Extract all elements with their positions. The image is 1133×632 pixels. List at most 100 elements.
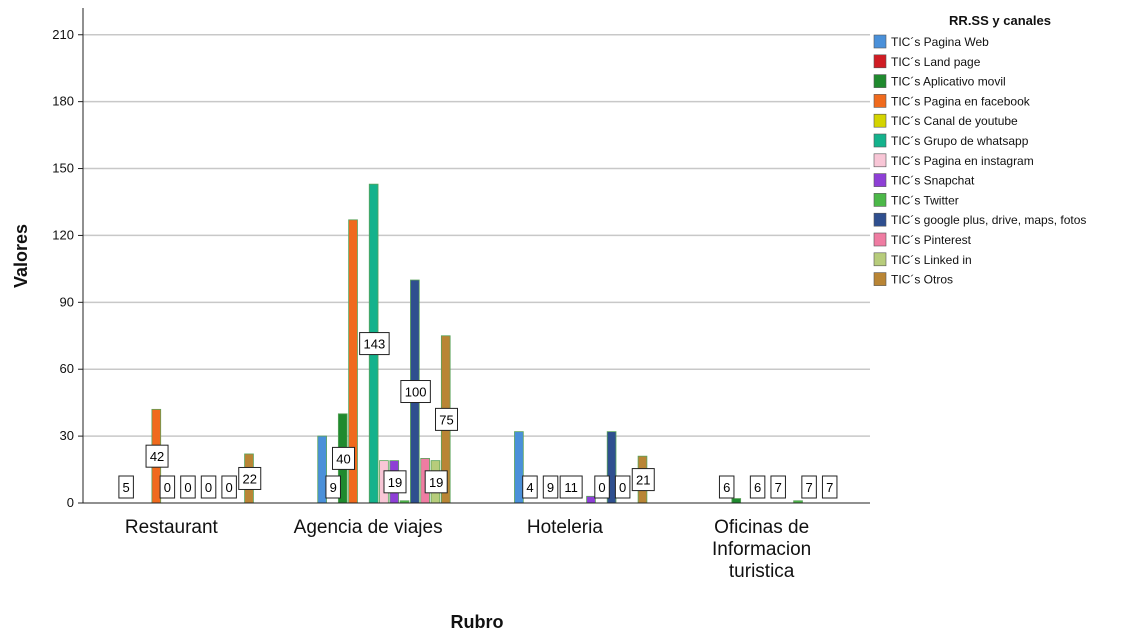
legend-swatch [873, 133, 887, 148]
svg-text:0: 0 [226, 480, 233, 495]
data-label: 0 [200, 475, 217, 499]
svg-text:9: 9 [547, 480, 554, 495]
svg-text:7: 7 [826, 480, 833, 495]
bar [731, 498, 742, 504]
data-label: 0 [594, 475, 610, 499]
legend-item: TIC´s Grupo de whatsapp [873, 133, 1029, 148]
gridlines [83, 34, 870, 437]
x-category-label: Agencia de viajes [294, 517, 443, 538]
legend-swatch [873, 54, 887, 69]
data-label: 21 [631, 468, 655, 492]
svg-text:0: 0 [205, 480, 212, 495]
data-label: 6 [718, 475, 735, 499]
legend-label: TIC´s Pagina en instagram [891, 154, 1034, 168]
svg-text:143: 143 [364, 337, 386, 352]
legend-item: TIC´s Otros [873, 272, 953, 287]
data-label: 19 [383, 470, 407, 494]
x-category-label: Restaurant [125, 517, 219, 538]
legend-label: TIC´s Snapchat [891, 174, 975, 188]
legend-swatch [873, 113, 887, 128]
y-tick-label: 180 [52, 94, 74, 109]
data-label: 75 [435, 407, 458, 431]
svg-text:0: 0 [184, 480, 191, 495]
y-tick-label: 120 [52, 227, 74, 242]
bar [586, 495, 596, 504]
legend-swatch [873, 153, 887, 168]
bar [514, 431, 524, 504]
legend-label: TIC´s Canal de youtube [891, 114, 1018, 128]
svg-text:0: 0 [619, 480, 626, 495]
svg-text:7: 7 [805, 480, 812, 495]
svg-text:0: 0 [598, 480, 605, 495]
legend-swatch [873, 193, 887, 207]
y-tick-label: 90 [60, 294, 74, 309]
legend-label: TIC´s Otros [891, 273, 953, 287]
data-label: 0 [614, 475, 631, 499]
legend-swatch [873, 94, 887, 108]
legend-swatch [873, 74, 887, 88]
x-category-label: Hoteleria [527, 517, 603, 538]
svg-text:5: 5 [123, 480, 130, 495]
svg-text:4: 4 [526, 480, 533, 495]
legend-item: TIC´s Canal de youtube [873, 113, 1018, 128]
data-label: 42 [145, 444, 169, 468]
svg-text:40: 40 [336, 451, 350, 466]
legend-label: TIC´s Aplicativo movil [891, 75, 1006, 89]
legend-item: TIC´s Pinterest [873, 232, 972, 247]
svg-text:19: 19 [429, 475, 443, 490]
data-label: 19 [424, 470, 448, 494]
data-label: 143 [359, 332, 390, 356]
data-label: 6 [749, 475, 766, 499]
legend-item: TIC´s Aplicativo movil [873, 74, 1006, 89]
legend-label: TIC´s google plus, drive, maps, fotos [891, 213, 1086, 227]
svg-text:100: 100 [405, 385, 427, 400]
legend-label: TIC´s Twitter [891, 193, 959, 207]
y-tick-label: 30 [60, 428, 74, 443]
legend-item: TIC´s Snapchat [873, 173, 975, 188]
legend-label: TIC´s Pagina en facebook [891, 94, 1031, 108]
legend-item: TIC´s Land page [873, 54, 981, 69]
legend-label: TIC´s Linked in [891, 253, 972, 267]
data-label: 9 [542, 475, 559, 499]
svg-text:6: 6 [723, 480, 730, 495]
legend-swatch [873, 272, 887, 286]
legend-swatch [873, 212, 887, 227]
legend-swatch [873, 232, 887, 247]
legend-item: TIC´s Pagina Web [873, 34, 989, 49]
legend-swatch [873, 34, 887, 49]
data-label: 4 [522, 475, 538, 499]
svg-text:11: 11 [564, 480, 578, 495]
legend-title: RR.SS y canales [949, 13, 1051, 28]
legend: RR.SS y canales TIC´s Pagina Web TIC´s Lan… [873, 13, 1086, 287]
data-label: 22 [238, 466, 262, 490]
legend-label: TIC´s Pinterest [891, 233, 972, 247]
data-label: 100 [400, 380, 431, 404]
svg-text:7: 7 [775, 480, 782, 495]
bar [317, 435, 327, 504]
data-label: 7 [770, 475, 786, 499]
svg-text:0: 0 [164, 480, 171, 495]
svg-text:19: 19 [388, 475, 402, 490]
data-label: 0 [159, 475, 176, 499]
legend-swatch [873, 252, 887, 267]
data-label: 11 [559, 475, 583, 499]
y-tick-label: 210 [52, 27, 74, 42]
data-label: 5 [118, 475, 134, 499]
legend-item: TIC´s google plus, drive, maps, fotos [873, 212, 1086, 227]
svg-text:75: 75 [439, 412, 453, 427]
bars [151, 183, 803, 504]
data-label: 7 [801, 475, 817, 499]
x-category-label: Oficinas de Informacion turistica [712, 517, 811, 582]
y-tick-label: 60 [60, 361, 74, 376]
legend-item: TIC´s Twitter [873, 193, 959, 207]
legend-item: TIC´s Linked in [873, 252, 972, 267]
legend-swatch [873, 173, 887, 187]
y-axis-title: Valores [11, 224, 31, 288]
x-axis-title: Rubro [451, 612, 504, 632]
legend-label: TIC´s Pagina Web [891, 35, 989, 49]
data-label: 0 [221, 475, 237, 499]
legend-label: TIC´s Land page [891, 55, 981, 69]
